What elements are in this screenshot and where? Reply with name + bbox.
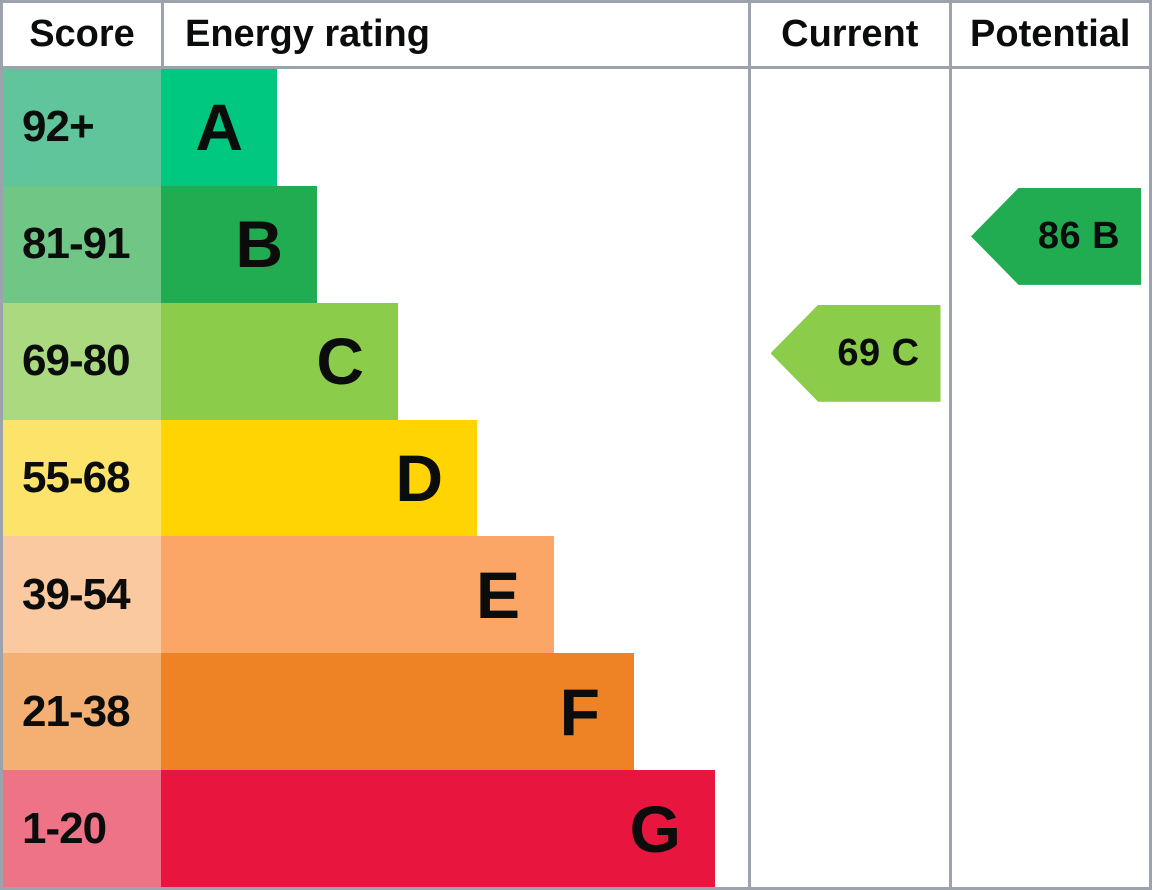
band-row-c: 69-80 C: [3, 302, 748, 420]
potential-column: Potential 86 B: [951, 3, 1150, 887]
current-column: Current 69 C: [751, 3, 949, 887]
score-cell: 1-20: [3, 770, 161, 887]
potential-header: Potential: [951, 3, 1149, 69]
current-header: Current: [751, 3, 949, 69]
rating-letter: G: [629, 791, 681, 866]
rating-letter: E: [475, 557, 520, 632]
band-row-a: 92+ A: [3, 69, 748, 186]
rating-scale-column: Score Energy rating 92+ A 81-91 B 69-80 …: [3, 3, 748, 887]
band-row-d: 55-68 D: [3, 419, 748, 537]
rating-letter: F: [559, 674, 600, 749]
band-rows: 92+ A 81-91 B 69-80 C 55-68 D 39-54 E 21…: [3, 69, 748, 887]
header-column-divider: [161, 3, 164, 66]
rating-bar: E: [161, 536, 554, 654]
score-cell: 39-54: [3, 536, 161, 654]
rating-letter: A: [195, 90, 243, 165]
band-row-b: 81-91 B: [3, 185, 748, 303]
rating-letter: D: [395, 441, 443, 515]
score-header: Score: [29, 13, 135, 55]
score-cell: 55-68: [3, 419, 161, 537]
potential-rating-label: 86 B: [1037, 214, 1121, 257]
band-row-g: 1-20 G: [3, 770, 748, 887]
column-divider: [948, 3, 952, 887]
column-divider: [748, 3, 751, 887]
header-row: Score Energy rating: [3, 3, 748, 69]
energy-rating-header: Energy rating: [185, 13, 430, 55]
current-rows: 69 C: [751, 69, 949, 887]
current-rating-arrow: 69 C: [770, 304, 941, 402]
rating-bar: A: [161, 69, 277, 186]
band-row-e: 39-54 E: [3, 536, 748, 654]
current-rating-label: 69 C: [837, 331, 920, 374]
score-cell: 92+: [3, 69, 161, 186]
score-cell: 69-80: [3, 302, 161, 420]
potential-rows: 86 B: [952, 69, 1150, 887]
score-cell: 21-38: [3, 653, 161, 771]
rating-bar: F: [161, 653, 634, 771]
rating-bar: B: [161, 185, 317, 303]
rating-letter: C: [316, 324, 364, 399]
rating-letter: B: [235, 207, 283, 282]
potential-rating-arrow: 86 B: [971, 187, 1141, 285]
rating-bar: C: [161, 302, 398, 420]
rating-bar: D: [161, 419, 477, 537]
rating-bar: G: [161, 770, 715, 887]
band-row-f: 21-38 F: [3, 653, 748, 771]
score-cell: 81-91: [3, 185, 161, 303]
